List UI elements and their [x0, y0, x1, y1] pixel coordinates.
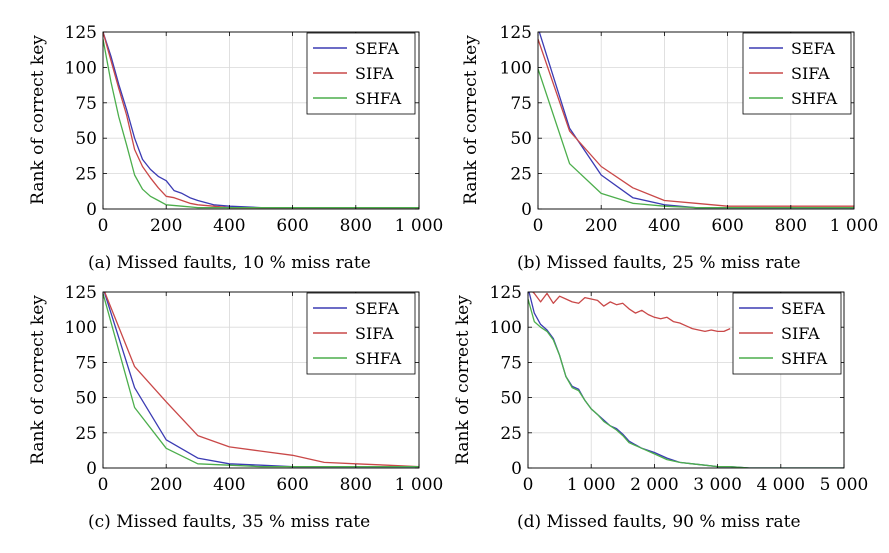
y-tick-label: 25: [510, 165, 532, 185]
panel-caption: (c) Missed faults, 35 % miss rate: [88, 512, 370, 532]
x-tick-label: 0: [523, 475, 534, 495]
x-tick-label: 1 000: [567, 475, 616, 495]
panel-caption: (b) Missed faults, 25 % miss rate: [517, 253, 801, 273]
y-tick-label: 75: [75, 353, 97, 373]
x-tick-label: 0: [98, 216, 109, 236]
y-tick-label: 100: [490, 318, 522, 338]
x-tick-label: 200: [150, 475, 182, 495]
legend-label-shfa: SHFA: [355, 89, 402, 108]
x-tick-label: 200: [150, 216, 182, 236]
series-line-sifa: [531, 292, 731, 333]
chart-panel-2: 0 200 400 600 800 1 000 0 25 50 75 100 125 Rank of c…: [461, 23, 878, 273]
legend: SEFA SIFA SHFA: [306, 32, 416, 115]
legend-label-shfa: SHFA: [355, 349, 402, 368]
legend-label-sefa: SEFA: [781, 299, 825, 318]
y-tick-label: 100: [65, 58, 97, 78]
y-tick-label: 75: [500, 353, 522, 373]
x-tick-label: 1 000: [395, 475, 444, 495]
y-tick-label: 0: [521, 200, 532, 220]
legend-label-sifa: SIFA: [355, 64, 394, 83]
y-tick-label: 0: [86, 459, 97, 479]
series-line-sifa: [103, 292, 419, 468]
y-tick-label: 25: [75, 424, 97, 444]
x-tick-label: 0: [533, 216, 544, 236]
x-tick-label: 400: [213, 216, 245, 236]
legend: SEFA SIFA SHFA: [742, 32, 852, 115]
legend-label-shfa: SHFA: [781, 349, 828, 368]
y-tick-label: 75: [510, 94, 532, 114]
y-tick-label: 25: [75, 165, 97, 185]
legend: SEFA SIFA SHFA: [732, 292, 842, 375]
legend-label-sefa: SEFA: [355, 39, 399, 58]
y-tick-label: 0: [511, 459, 522, 479]
x-tick-label: 5 000: [820, 475, 869, 495]
panel-caption: (d) Missed faults, 90 % miss rate: [517, 512, 801, 532]
x-tick-label: 400: [213, 475, 245, 495]
series-line-shfa: [103, 293, 419, 468]
legend: SEFA SIFA SHFA: [306, 292, 416, 375]
legend-label-sifa: SIFA: [791, 64, 830, 83]
axes-frame: [537, 31, 855, 210]
panel-caption: (a) Missed faults, 10 % miss rate: [88, 253, 371, 273]
y-tick-label: 125: [500, 23, 532, 43]
legend-label-sefa: SEFA: [355, 299, 399, 318]
axes-frame: [102, 291, 420, 469]
series-line-shfa: [538, 68, 854, 209]
y-tick-label: 100: [65, 318, 97, 338]
y-tick-label: 50: [510, 129, 532, 149]
series-line-sifa: [538, 38, 854, 207]
legend-label-sefa: SEFA: [791, 39, 835, 58]
x-tick-label: 4 000: [756, 475, 805, 495]
axes-frame: [527, 291, 845, 469]
y-tick-label: 125: [490, 283, 522, 303]
x-tick-label: 0: [98, 475, 109, 495]
series-line-shfa: [103, 38, 419, 209]
x-tick-label: 1 000: [830, 216, 879, 236]
x-tick-label: 400: [648, 216, 680, 236]
chart-panel-4: 0 1 000 2 000 3 000 4 000 5 000 0 25 50 75 100 125 R…: [453, 283, 868, 532]
y-tick-label: 75: [75, 94, 97, 114]
y-axis-label: Rank of correct key: [28, 295, 48, 465]
series-line-shfa: [528, 298, 844, 468]
legend-label-sifa: SIFA: [781, 324, 820, 343]
y-axis-label: Rank of correct key: [453, 295, 473, 465]
legend-label-sifa: SIFA: [355, 324, 394, 343]
x-tick-label: 800: [775, 216, 807, 236]
y-tick-label: 50: [75, 389, 97, 409]
y-tick-label: 0: [86, 200, 97, 220]
y-tick-label: 125: [65, 283, 97, 303]
y-axis-label: Rank of correct key: [461, 35, 481, 205]
x-tick-label: 800: [340, 475, 372, 495]
x-tick-label: 200: [585, 216, 617, 236]
y-tick-label: 50: [75, 129, 97, 149]
x-tick-label: 600: [276, 216, 308, 236]
x-tick-label: 600: [711, 216, 743, 236]
x-tick-label: 3 000: [693, 475, 742, 495]
y-tick-label: 125: [65, 23, 97, 43]
legend-box: [732, 292, 842, 375]
y-tick-label: 25: [500, 424, 522, 444]
x-tick-label: 800: [340, 216, 372, 236]
axes-frame: [102, 31, 420, 210]
chart-panel-1: 0 200 400 600 800 1 000 0 25 50 75 100 125 Rank of c…: [28, 23, 443, 273]
x-tick-label: 1 000: [395, 216, 444, 236]
x-tick-label: 2 000: [630, 475, 679, 495]
legend-label-shfa: SHFA: [791, 89, 838, 108]
x-tick-label: 600: [276, 475, 308, 495]
y-tick-label: 100: [500, 58, 532, 78]
chart-panel-3: 0 200 400 600 800 1 000 0 25 50 75 100 125 Rank of c…: [28, 283, 443, 532]
y-tick-label: 50: [500, 389, 522, 409]
y-axis-label: Rank of correct key: [28, 35, 48, 205]
